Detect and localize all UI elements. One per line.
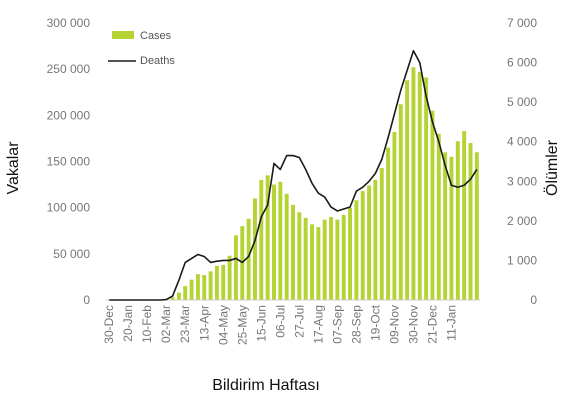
y-tick-label-right: 0 <box>530 293 537 307</box>
x-tick-label: 28-Sep <box>349 305 363 344</box>
y-tick-label-left: 100 000 <box>47 201 91 215</box>
bar-cases <box>195 274 200 300</box>
y-tick-label-right: 7 000 <box>507 16 537 30</box>
bar-cases <box>341 215 346 300</box>
y-tick-label-right: 4 000 <box>507 135 537 149</box>
x-tick-label: 13-Apr <box>197 305 211 341</box>
x-axis-title: Bildirim Haftası <box>212 377 320 394</box>
bar-cases <box>386 147 391 300</box>
bar-cases <box>455 141 460 300</box>
bar-cases <box>183 286 188 300</box>
x-tick-label: 23-Mar <box>178 305 192 343</box>
bar-cases <box>443 152 448 300</box>
x-tick-label: 04-May <box>216 305 230 345</box>
bar-cases <box>316 227 321 300</box>
bar-cases <box>278 181 283 300</box>
cases-bars <box>164 67 479 300</box>
bar-cases <box>373 179 378 300</box>
bar-cases <box>246 218 251 300</box>
bar-cases <box>360 191 365 300</box>
x-tick-label: 21-Dec <box>426 305 440 344</box>
bar-cases <box>259 179 264 300</box>
bar-cases <box>310 224 314 300</box>
y-tick-label-left: 150 000 <box>47 155 91 169</box>
bar-cases <box>474 152 479 300</box>
x-tick-label: 20-Jan <box>121 305 135 342</box>
bar-cases <box>392 131 397 300</box>
bar-cases <box>253 198 257 300</box>
bar-cases <box>424 77 429 300</box>
y-axis-title-left: Vakalar <box>5 141 22 195</box>
x-axis-ticks: 30-Dec 20-Jan 10-Feb 02-Mar 23-Mar 13-Apr 04-M… <box>102 304 458 345</box>
bar-cases <box>176 292 181 300</box>
y-tick-label-left: 200 000 <box>47 108 91 122</box>
bar-cases <box>430 110 435 300</box>
bar-cases <box>233 235 238 300</box>
bar-cases <box>436 133 441 300</box>
y-axis-title-right: Ölümler <box>543 139 561 196</box>
bar-cases <box>227 255 232 300</box>
y-tick-label-left: 0 <box>83 293 90 307</box>
bar-cases <box>170 297 175 300</box>
bar-cases <box>189 279 194 300</box>
x-tick-label: 30-Dec <box>102 305 116 344</box>
y-tick-label-right: 6 000 <box>507 56 537 70</box>
bar-cases <box>303 217 308 300</box>
bar-cases <box>335 219 340 300</box>
legend-deaths-label: Deaths <box>140 55 175 67</box>
x-tick-label: 19-Oct <box>368 304 382 341</box>
left-axis-ticks: 0 50 000 100 000 150 000 200 000 250 000 300 0… <box>47 16 91 307</box>
x-tick-label: 27-Jul <box>292 305 306 338</box>
bar-cases <box>405 80 410 300</box>
x-tick-label: 06-Jul <box>273 305 287 338</box>
right-axis-ticks: 0 1 000 2 000 3 000 4 000 5 000 6 000 7 000 <box>507 16 537 307</box>
bar-cases <box>354 200 359 300</box>
y-tick-label-left: 50 000 <box>53 247 90 261</box>
deaths-line <box>109 49 478 301</box>
bar-cases <box>322 219 327 300</box>
bar-cases <box>462 131 467 300</box>
bar-cases <box>468 143 473 300</box>
bar-cases <box>379 167 384 300</box>
legend-cases-swatch <box>112 31 134 39</box>
bar-cases <box>202 275 207 300</box>
bar-cases <box>272 184 276 300</box>
legend-cases-label: Cases <box>140 30 172 42</box>
bar-cases <box>348 207 353 300</box>
bar-cases <box>398 104 403 300</box>
y-tick-label-right: 5 000 <box>507 95 537 109</box>
y-tick-label-right: 1 000 <box>507 253 537 267</box>
x-tick-label: 07-Sep <box>330 305 344 344</box>
y-tick-label-left: 250 000 <box>47 62 91 76</box>
bar-cases <box>291 204 295 300</box>
bar-cases <box>284 193 289 300</box>
bar-cases <box>208 271 213 300</box>
bar-cases <box>221 264 226 300</box>
y-tick-label-left: 300 000 <box>47 16 91 30</box>
bar-cases <box>449 156 454 300</box>
x-tick-label: 15-Jun <box>254 305 268 342</box>
bar-cases <box>297 212 302 300</box>
bar-cases <box>411 67 416 300</box>
x-tick-label: 11-Jan <box>445 305 459 341</box>
bar-cases <box>329 216 333 300</box>
y-tick-label-right: 3 000 <box>507 174 537 188</box>
x-tick-label: 30-Nov <box>406 305 420 344</box>
x-tick-label: 09-Nov <box>387 305 401 344</box>
bar-cases <box>214 265 219 300</box>
x-tick-label: 02-Mar <box>159 305 173 343</box>
legend: Cases Deaths <box>108 30 175 67</box>
bar-cases <box>265 175 270 300</box>
bar-cases <box>417 71 422 300</box>
y-tick-label-right: 2 000 <box>507 214 537 228</box>
bar-cases <box>367 185 372 300</box>
x-tick-label: 10-Feb <box>140 305 154 343</box>
x-tick-label: 25-May <box>235 305 249 345</box>
x-tick-label: 17-Aug <box>311 305 325 344</box>
